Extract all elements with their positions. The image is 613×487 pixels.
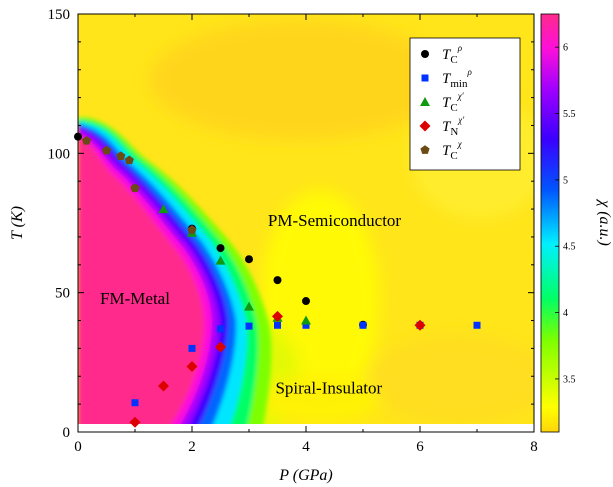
data-point-circle [216, 244, 225, 253]
legend-marker-diamond [419, 120, 431, 132]
colorbar-tick-label: 3.5 [563, 374, 576, 385]
x-tick-label: 2 [188, 439, 196, 455]
data-point-diamond [215, 341, 226, 353]
colorbar: χ (a.u.) 3.5 4 4.5 5 5.5 6 [540, 13, 613, 433]
data-point-pentagon [116, 151, 126, 160]
y-tick-label: 150 [48, 7, 71, 23]
x-tick-label: 0 [74, 439, 82, 455]
data-point-square [188, 344, 196, 352]
data-point-circle [74, 132, 82, 141]
legend-entry: TCχ' [442, 91, 465, 114]
region-label-spiral-insulator: Spiral-Insulator [275, 378, 382, 397]
data-point-square [245, 322, 253, 330]
colorbar-tick-label: 4 [563, 308, 568, 319]
data-point-square [274, 321, 281, 329]
x-axis-label: P (GPa) [278, 467, 332, 484]
axes: 0 2 4 6 8 0 50 100 150 [48, 7, 538, 455]
region-labels: FM-Metal PM-Semiconductor Spiral-Insulator [100, 211, 401, 397]
legend-marker-triangle [420, 97, 430, 106]
y-tick-label: 100 [48, 146, 71, 162]
colorbar-tick-label: 4.5 [563, 242, 576, 253]
data-point-circle [302, 297, 310, 306]
data-point-triangle [215, 255, 226, 265]
data-point-circle [273, 276, 282, 285]
legend-entry: TCχ [442, 139, 463, 162]
data-point-square [217, 325, 224, 333]
colorbar-tick-label: 5.5 [563, 109, 576, 120]
x-tick-label: 4 [302, 439, 310, 455]
region-label-pm-semiconductor: PM-Semiconductor [268, 211, 401, 230]
y-tick-label: 0 [63, 425, 71, 441]
data-point-pentagon [187, 225, 197, 234]
y-axis-label: T (K) [9, 206, 26, 240]
data-point-diamond [129, 416, 141, 428]
region-label-fm-metal: FM-Metal [100, 289, 170, 308]
legend-entry: Tminρ [442, 67, 472, 90]
series-pentagon [81, 135, 197, 234]
y-tick-label: 50 [55, 286, 70, 302]
colorbar-label: χ (a.u.) [596, 198, 613, 246]
data-point-circle [245, 255, 253, 264]
colorbar-gradient [540, 13, 560, 433]
legend-entry: TCρ [442, 43, 463, 66]
x-tick-label: 6 [416, 439, 424, 455]
data-point-pentagon [101, 145, 112, 155]
data-point-square [131, 399, 139, 407]
legend-marker-square [421, 74, 429, 82]
data-point-triangle [301, 315, 311, 325]
data-point-pentagon [130, 183, 140, 193]
legend-marker-pentagon [420, 145, 430, 154]
legend-entry: TNχ' [442, 115, 465, 138]
data-point-diamond [158, 380, 169, 392]
data-point-pentagon [81, 135, 92, 145]
x-tick-label: 8 [530, 439, 538, 455]
series-diamond [129, 310, 426, 428]
data-point-diamond [272, 310, 283, 322]
colorbar-tick-label: 6 [563, 43, 568, 54]
data-point-diamond [414, 319, 426, 331]
data-point-triangle [158, 204, 169, 214]
series-triangle [158, 204, 311, 325]
colorbar-tick-label: 5 [563, 175, 568, 186]
data-point-square [302, 321, 310, 329]
legend-marker-circle [421, 50, 429, 58]
data-markers [74, 132, 481, 428]
data-point-diamond [186, 361, 198, 373]
data-point-square [473, 321, 481, 329]
data-point-square [359, 321, 367, 329]
data-point-pentagon [124, 155, 134, 165]
data-point-triangle [244, 301, 254, 311]
